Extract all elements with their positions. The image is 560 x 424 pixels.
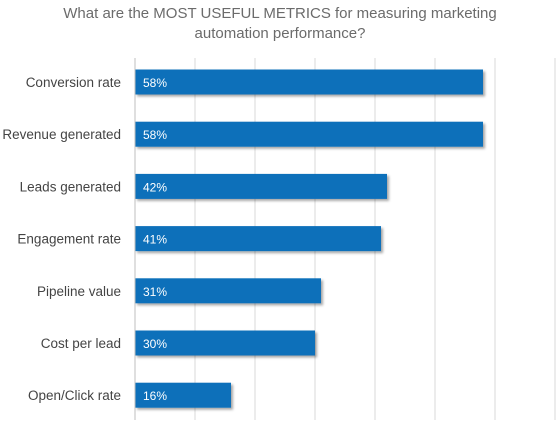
bar bbox=[135, 382, 231, 408]
data-label: 58% bbox=[143, 128, 167, 142]
bar bbox=[135, 278, 321, 304]
category-label: Cost per lead bbox=[41, 336, 121, 351]
bar bbox=[135, 226, 381, 252]
data-label: 41% bbox=[143, 233, 167, 247]
chart-title: What are the MOST USEFUL METRICS for mea… bbox=[63, 5, 497, 42]
data-label: 31% bbox=[143, 285, 167, 299]
data-label: 30% bbox=[143, 337, 167, 351]
bar bbox=[135, 330, 315, 356]
category-label: Open/Click rate bbox=[28, 388, 121, 403]
bar bbox=[135, 69, 483, 95]
category-label: Revenue generated bbox=[2, 127, 121, 142]
category-label: Leads generated bbox=[20, 179, 121, 194]
data-label: 42% bbox=[143, 180, 167, 194]
data-label: 16% bbox=[143, 389, 167, 403]
data-label: 58% bbox=[143, 76, 167, 90]
bar bbox=[135, 121, 483, 147]
category-label: Conversion rate bbox=[26, 75, 121, 90]
category-label: Pipeline value bbox=[37, 284, 121, 299]
category-label: Engagement rate bbox=[17, 232, 121, 247]
bar bbox=[135, 173, 387, 199]
